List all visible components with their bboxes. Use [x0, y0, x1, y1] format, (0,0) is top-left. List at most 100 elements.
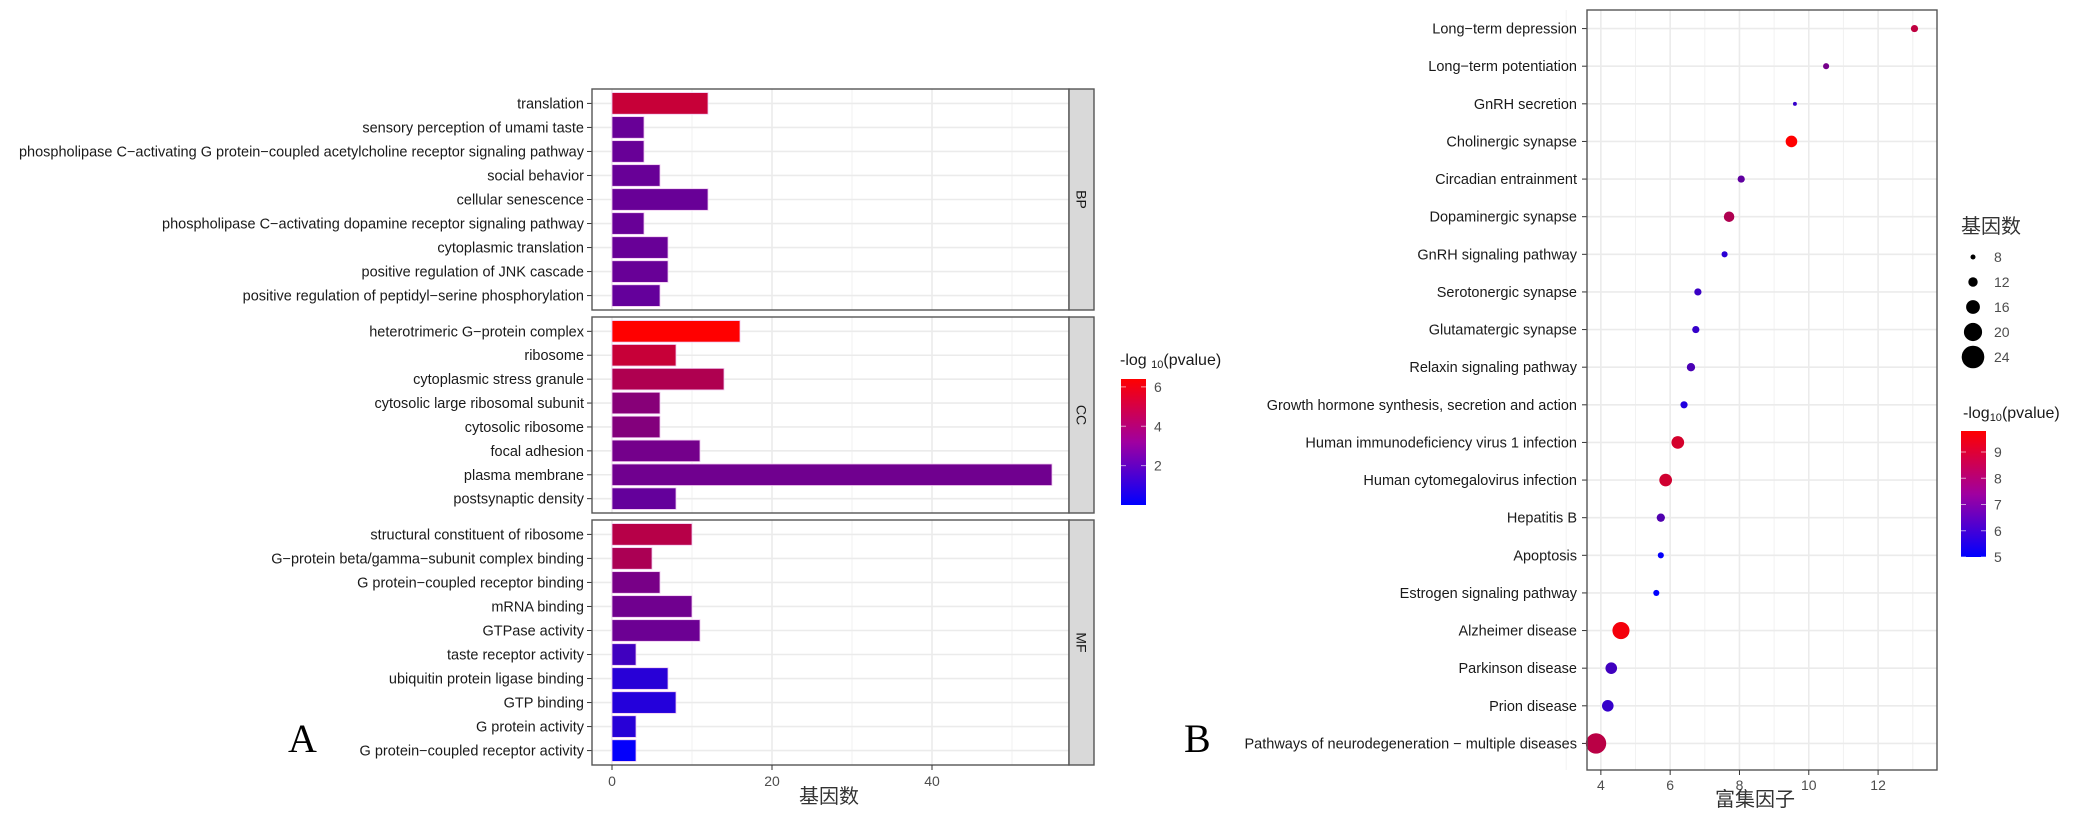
category-label: G protein−coupled receptor binding	[357, 575, 584, 591]
category-label: cytosolic large ribosomal subunit	[374, 396, 584, 412]
data-point	[1723, 211, 1735, 222]
colorbar-tick-label: 6	[1154, 379, 1162, 395]
bar	[611, 643, 637, 666]
size-legend-label: 16	[1994, 299, 2010, 315]
data-point	[1792, 101, 1797, 106]
pathway-label: GnRH signaling pathway	[1417, 247, 1577, 263]
category-label: mRNA binding	[491, 599, 584, 615]
bar	[611, 463, 1053, 486]
data-point	[1785, 135, 1798, 148]
data-point	[1605, 662, 1618, 674]
bar	[611, 691, 677, 714]
size-legend-label: 24	[1994, 349, 2010, 365]
panel-a-x-axis-title: 基因数	[799, 784, 859, 808]
panel-label-b: B	[1184, 716, 1211, 761]
facet-strip-bp	[1068, 88, 1095, 311]
data-point	[1659, 473, 1673, 487]
facet-strip-label: MF	[1074, 632, 1090, 652]
bar	[611, 619, 701, 642]
bar	[611, 92, 709, 115]
pathway-label: Dopaminergic synapse	[1430, 210, 1578, 226]
data-point	[1585, 733, 1607, 754]
bar	[611, 212, 645, 235]
category-label: phospholipase C−activating dopamine rece…	[162, 217, 585, 233]
data-point	[1694, 288, 1702, 296]
bar	[611, 284, 661, 307]
data-point	[1910, 24, 1919, 33]
pathway-label: GnRH secretion	[1474, 97, 1577, 113]
category-label: sensory perception of umami taste	[362, 120, 584, 136]
pathway-label: Estrogen signaling pathway	[1400, 586, 1578, 602]
category-label: plasma membrane	[464, 468, 584, 484]
pathway-label: Long−term potentiation	[1428, 59, 1577, 75]
bar	[611, 487, 677, 510]
category-label: G−protein beta/gamma−subunit complex bin…	[271, 551, 584, 567]
panel-b-x-axis-title: 富集因子	[1715, 787, 1795, 811]
data-point	[1737, 175, 1745, 183]
x-tick-label: 4	[1597, 777, 1605, 793]
x-tick-label: 10	[1801, 777, 1817, 793]
category-label: social behavior	[487, 168, 584, 184]
size-legend-dot	[1968, 277, 1978, 287]
pathway-label: Hepatitis B	[1507, 511, 1577, 527]
plot-area	[1587, 10, 1937, 770]
size-legend-label: 8	[1994, 249, 2002, 265]
pathway-label: Prion disease	[1489, 699, 1577, 715]
data-point	[1686, 363, 1696, 372]
pathway-label: Cholinergic synapse	[1446, 134, 1577, 150]
facet-strip-label: BP	[1074, 190, 1090, 209]
pathway-label: Alzheimer disease	[1459, 624, 1577, 640]
data-point	[1721, 251, 1728, 258]
data-point	[1680, 401, 1688, 409]
data-point	[1692, 325, 1700, 334]
bar	[611, 236, 669, 259]
data-point	[1653, 589, 1660, 596]
data-point	[1823, 63, 1830, 70]
size-legend-dot	[1963, 322, 1983, 342]
pathway-label: Glutamatergic synapse	[1429, 323, 1577, 339]
colorbar-tick-label: 6	[1994, 523, 2002, 539]
category-label: cytosolic ribosome	[465, 420, 584, 436]
data-point	[1657, 552, 1664, 559]
bar	[611, 547, 653, 570]
pathway-label: Growth hormone synthesis, secretion and …	[1267, 398, 1577, 414]
category-label: ribosome	[524, 348, 584, 364]
category-label: positive regulation of peptidyl−serine p…	[243, 289, 584, 305]
panel-a-bar-chart: translation sensory perception of umami t…	[19, 88, 1221, 789]
category-label: positive regulation of JNK cascade	[362, 265, 584, 281]
bar	[611, 667, 669, 690]
category-label: postsynaptic density	[453, 492, 584, 508]
bar	[611, 739, 637, 762]
x-tick-label: 40	[924, 773, 940, 789]
bar	[611, 523, 693, 546]
bar	[611, 344, 677, 367]
bar	[611, 320, 741, 343]
bar	[611, 260, 669, 283]
size-legend-label: 12	[1994, 274, 2010, 290]
category-label: taste receptor activity	[447, 648, 585, 664]
bar	[611, 140, 645, 163]
colorbar-tick-label: 7	[1994, 497, 2002, 513]
x-tick-label: 0	[608, 773, 616, 789]
pathway-label: Serotonergic synapse	[1437, 285, 1577, 301]
category-label: cytoplasmic translation	[437, 241, 584, 257]
data-point	[1671, 436, 1685, 449]
panel-b-dot-plot: Long−term depression Long−term potentiati…	[1244, 9, 2060, 793]
category-label: cytoplasmic stress granule	[413, 372, 584, 388]
colorbar-tick-label: 2	[1154, 458, 1162, 474]
pathway-label: Apoptosis	[1513, 548, 1577, 564]
size-legend-title: 基因数	[1961, 214, 2021, 238]
category-label: cellular senescence	[457, 193, 584, 209]
facet-panel-mf	[592, 520, 1069, 765]
colorbar	[1121, 379, 1146, 505]
plot-border	[1586, 9, 1938, 771]
category-label: GTPase activity	[482, 623, 584, 639]
facet-strip-mf	[1068, 519, 1095, 766]
pathway-label: Circadian entrainment	[1435, 172, 1577, 188]
category-label: G protein−coupled receptor activity	[360, 744, 585, 760]
category-label: translation	[517, 96, 584, 112]
data-point	[1612, 622, 1630, 640]
bar	[611, 571, 661, 594]
size-legend-dot	[1970, 254, 1976, 260]
pathway-label: Long−term depression	[1432, 22, 1577, 38]
